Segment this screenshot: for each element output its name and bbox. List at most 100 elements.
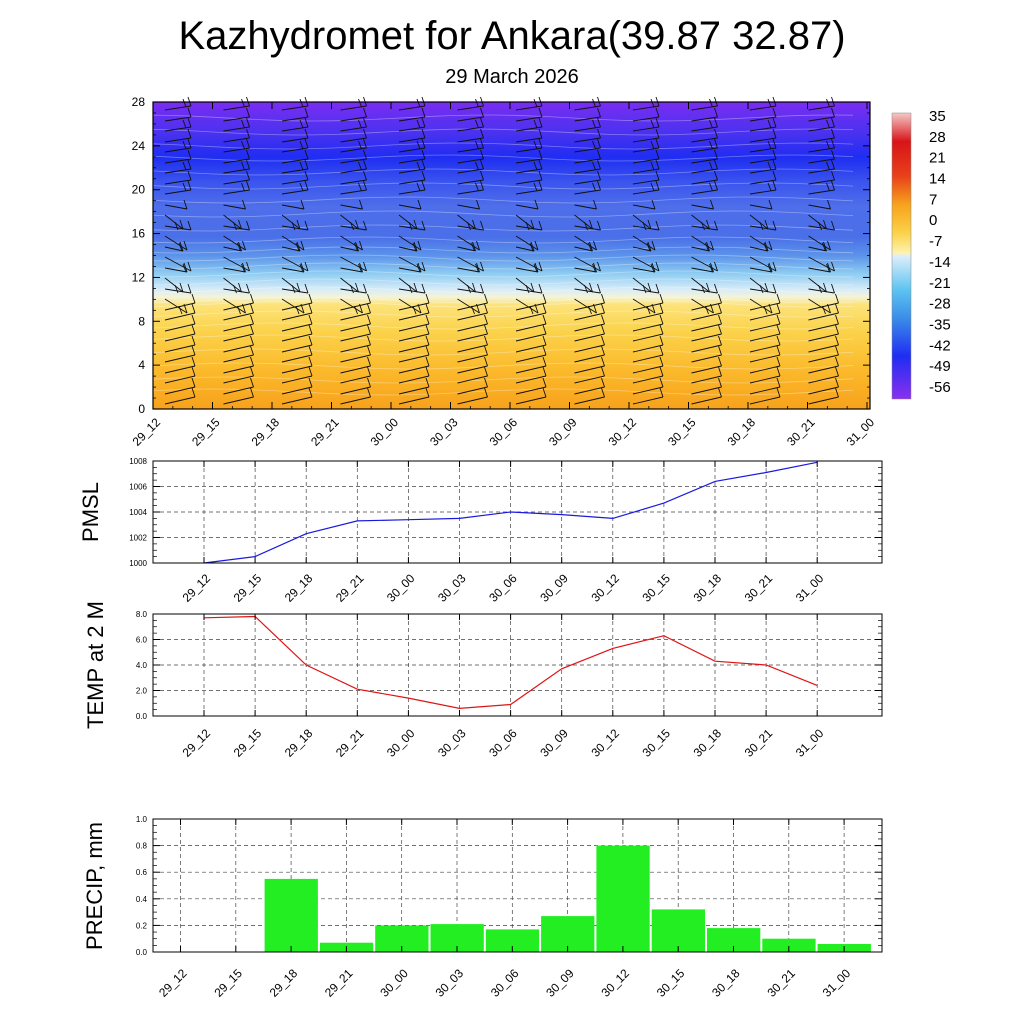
wind-barb	[749, 333, 781, 342]
wind-barb-feather	[592, 263, 596, 273]
wind-barb-feather	[417, 199, 422, 210]
wind-barb-feather	[597, 107, 601, 118]
contour-line	[152, 114, 854, 122]
wind-barb-feather	[597, 159, 601, 170]
wind-barb-feather	[187, 220, 192, 231]
wind-barb-feather	[421, 149, 426, 160]
wind-barb	[281, 267, 305, 273]
wind-barb-feather	[472, 219, 476, 230]
wind-barb-feather	[714, 117, 718, 128]
wind-barb-feather	[542, 335, 547, 346]
wind-barb-feather	[655, 149, 660, 160]
wind-barb-feather	[659, 345, 664, 356]
wind-barb	[691, 302, 722, 311]
wind-barb-feather	[772, 128, 777, 139]
wind-barb	[515, 354, 547, 363]
wind-barb	[515, 344, 547, 353]
x-tick-label: 29_15	[211, 966, 245, 1000]
wind-barb-feather	[831, 128, 835, 139]
wind-barb	[515, 277, 535, 293]
wind-barb-feather	[767, 98, 772, 108]
wind-barb-feather	[241, 182, 245, 192]
wind-barb	[164, 116, 192, 122]
contour-line	[152, 286, 854, 294]
x-tick-label: 30_00	[384, 726, 418, 760]
contour-line	[152, 322, 854, 330]
wind-barb	[340, 168, 367, 174]
wind-barb-feather	[174, 284, 179, 294]
wind-barb	[515, 189, 543, 195]
wind-barb	[749, 323, 781, 332]
wind-barb	[281, 147, 309, 153]
wind-barb	[340, 333, 371, 342]
wind-barb	[691, 256, 718, 272]
wind-barb-feather	[359, 199, 363, 210]
wind-barb-feather	[350, 221, 354, 231]
colorbar-labels: 35 28 21 14 7 0 -7 -14 -21 -28 -35 -42 -49 -56	[929, 108, 951, 396]
wind-barb	[749, 277, 769, 293]
wind-barb-feather	[533, 119, 538, 129]
wind-barb	[749, 225, 777, 231]
wind-barb-feather	[367, 345, 371, 356]
colorbar-label: 14	[929, 171, 946, 188]
wind-barb-feather	[542, 303, 547, 314]
wind-barb-feather	[651, 262, 656, 273]
wind-barb-feather	[363, 220, 367, 231]
wind-barb	[281, 365, 313, 374]
wind-barb-feather	[827, 240, 831, 251]
wind-barb-feather	[718, 314, 722, 325]
precip-bar	[485, 929, 540, 952]
wind-barb-feather	[650, 182, 655, 192]
wind-barb-feather	[705, 242, 709, 252]
wind-barb	[281, 386, 313, 395]
wind-barb	[515, 179, 543, 185]
wind-barb-feather	[182, 119, 187, 129]
contour-line	[152, 362, 854, 370]
wind-barb-feather	[818, 221, 822, 231]
wind-barb	[281, 256, 309, 272]
y-tick-label: 8.0	[136, 610, 148, 619]
wind-barb	[515, 267, 539, 273]
wind-barb-feather	[179, 219, 184, 230]
wind-barb-feather	[538, 220, 543, 231]
wind-barb	[749, 105, 777, 111]
wind-barb	[457, 354, 488, 363]
wind-barb	[691, 168, 718, 174]
x-tick-label: 30_03	[435, 571, 469, 605]
wind-barb-feather	[538, 283, 543, 294]
wind-barb-feather	[475, 161, 479, 171]
wind-barb-feather	[417, 303, 422, 314]
wind-barb-feather	[650, 98, 655, 108]
wind-barb	[574, 235, 597, 251]
wind-barb-feather	[592, 161, 596, 171]
wind-barb	[398, 137, 426, 143]
wind-barb-feather	[655, 107, 660, 118]
wind-barb-feather	[425, 377, 430, 388]
wind-barb	[223, 235, 246, 251]
wind-barb	[281, 179, 309, 185]
contour-line	[152, 310, 854, 318]
wind-barb	[632, 179, 660, 185]
x-tick-label: 30_09	[537, 726, 571, 760]
wind-barb-feather	[706, 282, 710, 293]
wind-barb-feather	[233, 221, 237, 231]
wind-barb	[808, 225, 835, 231]
wind-barb	[398, 235, 422, 251]
wind-barb-feather	[355, 282, 359, 293]
wind-barb-feather	[191, 335, 196, 346]
wind-barb-feather	[776, 377, 781, 388]
wind-barb-feather	[597, 283, 601, 294]
wind-barb	[515, 298, 539, 314]
wind-barb	[398, 288, 426, 294]
wind-barb-feather	[363, 283, 367, 294]
wind-barb-feather	[772, 159, 777, 170]
wind-barb-feather	[709, 98, 713, 108]
wind-barb	[457, 189, 484, 195]
wind-barb-feather	[542, 324, 547, 335]
wind-barb-feather	[412, 305, 417, 315]
wind-barb	[281, 344, 313, 353]
wind-barb-feather	[250, 324, 254, 335]
wind-barb-feather	[242, 240, 246, 251]
wind-barb	[691, 365, 722, 374]
